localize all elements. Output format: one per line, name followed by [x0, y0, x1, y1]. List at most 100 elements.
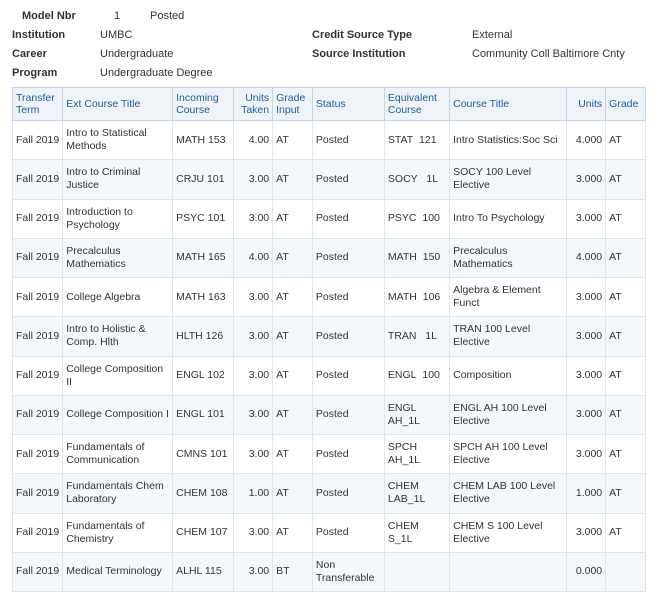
table-row: Fall 2019Intro to Criminal JusticeCRJU 1…: [13, 160, 646, 199]
table-row: Fall 2019Medical TerminologyALHL 1153.00…: [13, 552, 646, 591]
cell-ext-title: College Algebra: [63, 278, 173, 317]
cell-equiv: TRAN 1L: [384, 317, 449, 356]
cell-ext-title: Intro to Statistical Methods: [63, 121, 173, 160]
transfer-credit-table: Transfer Term Ext Course Title Incoming …: [12, 87, 646, 592]
cell-term: Fall 2019: [13, 238, 63, 277]
cell-units-taken: 3.00: [233, 356, 273, 395]
career-value: Undergraduate: [100, 46, 173, 62]
program-label: Program: [12, 65, 100, 81]
cell-units-taken: 3.00: [233, 278, 273, 317]
cell-equiv: ENGL 100: [384, 356, 449, 395]
table-row: Fall 2019College Composition IIENGL 1023…: [13, 356, 646, 395]
table-row: Fall 2019Fundamentals of CommunicationCM…: [13, 435, 646, 474]
cell-units: 3.000: [566, 278, 606, 317]
cell-ext-title: Fundamentals of Communication: [63, 435, 173, 474]
cell-equiv: MATH 106: [384, 278, 449, 317]
col-header-units[interactable]: Units: [566, 88, 606, 121]
cell-grade-input: AT: [273, 278, 313, 317]
cell-incoming: MATH 165: [173, 238, 233, 277]
cell-term: Fall 2019: [13, 552, 63, 591]
cell-grade: AT: [606, 395, 646, 434]
table-row: Fall 2019College Composition IENGL 1013.…: [13, 395, 646, 434]
cell-equiv: STAT 121: [384, 121, 449, 160]
cell-status: Posted: [312, 474, 384, 513]
col-header-grade[interactable]: Grade: [606, 88, 646, 121]
cell-ext-title: College Composition II: [63, 356, 173, 395]
cell-course-title: Intro Statistics:Soc Sci: [450, 121, 566, 160]
cell-term: Fall 2019: [13, 395, 63, 434]
cell-grade: AT: [606, 356, 646, 395]
cell-equiv: SPCH AH_1L: [384, 435, 449, 474]
header-row-career: Career Undergraduate Source Institution …: [12, 46, 646, 62]
cell-term: Fall 2019: [13, 356, 63, 395]
cell-course-title: Precalculus Mathematics: [450, 238, 566, 277]
table-row: Fall 2019Intro to Holistic & Comp. HlthH…: [13, 317, 646, 356]
cell-incoming: CMNS 101: [173, 435, 233, 474]
credit-source-label: Credit Source Type: [312, 27, 472, 43]
cell-equiv: [384, 552, 449, 591]
cell-grade: AT: [606, 278, 646, 317]
header-section: Model Nbr 1 Posted Institution UMBC Cred…: [12, 8, 646, 81]
cell-status: Posted: [312, 278, 384, 317]
cell-units-taken: 4.00: [233, 238, 273, 277]
cell-status: Posted: [312, 435, 384, 474]
cell-term: Fall 2019: [13, 278, 63, 317]
cell-incoming: ENGL 102: [173, 356, 233, 395]
cell-equiv: SOCY 1L: [384, 160, 449, 199]
cell-course-title: SPCH AH 100 Level Elective: [450, 435, 566, 474]
cell-course-title: TRAN 100 Level Elective: [450, 317, 566, 356]
col-header-equiv[interactable]: Equivalent Course: [384, 88, 449, 121]
cell-status: Posted: [312, 395, 384, 434]
cell-units: 3.000: [566, 160, 606, 199]
cell-incoming: MATH 163: [173, 278, 233, 317]
cell-units-taken: 3.00: [233, 552, 273, 591]
program-value: Undergraduate Degree: [100, 65, 213, 81]
cell-grade-input: AT: [273, 238, 313, 277]
cell-units-taken: 3.00: [233, 317, 273, 356]
cell-units: 4.000: [566, 238, 606, 277]
cell-units-taken: 3.00: [233, 160, 273, 199]
cell-grade-input: AT: [273, 395, 313, 434]
cell-grade-input: AT: [273, 121, 313, 160]
cell-term: Fall 2019: [13, 474, 63, 513]
model-nbr-label: Model Nbr: [12, 8, 100, 24]
cell-course-title: ENGL AH 100 Level Elective: [450, 395, 566, 434]
institution-value: UMBC: [100, 27, 132, 43]
cell-grade: AT: [606, 435, 646, 474]
cell-grade-input: AT: [273, 317, 313, 356]
source-inst-label: Source Institution: [312, 46, 472, 62]
col-header-incoming[interactable]: Incoming Course: [173, 88, 233, 121]
cell-ext-title: Intro to Criminal Justice: [63, 160, 173, 199]
cell-grade: AT: [606, 121, 646, 160]
col-header-status[interactable]: Status: [312, 88, 384, 121]
institution-label: Institution: [12, 27, 100, 43]
cell-units: 0.000: [566, 552, 606, 591]
col-header-course-title[interactable]: Course Title: [450, 88, 566, 121]
cell-term: Fall 2019: [13, 160, 63, 199]
model-nbr-value: 1: [100, 8, 150, 24]
cell-equiv: CHEM LAB_1L: [384, 474, 449, 513]
table-row: Fall 2019Intro to Statistical MethodsMAT…: [13, 121, 646, 160]
model-nbr-status: Posted: [150, 8, 184, 24]
cell-status: Posted: [312, 121, 384, 160]
cell-ext-title: Medical Terminology: [63, 552, 173, 591]
cell-status: Posted: [312, 160, 384, 199]
cell-units: 3.000: [566, 435, 606, 474]
col-header-ext-title[interactable]: Ext Course Title: [63, 88, 173, 121]
cell-ext-title: Fundamentals Chem Laboratory: [63, 474, 173, 513]
cell-incoming: MATH 153: [173, 121, 233, 160]
cell-equiv: MATH 150: [384, 238, 449, 277]
cell-term: Fall 2019: [13, 435, 63, 474]
cell-incoming: HLTH 126: [173, 317, 233, 356]
cell-units-taken: 1.00: [233, 474, 273, 513]
cell-ext-title: College Composition I: [63, 395, 173, 434]
col-header-grade-input[interactable]: Grade Input: [273, 88, 313, 121]
col-header-units-taken[interactable]: Units Taken: [233, 88, 273, 121]
cell-grade: AT: [606, 160, 646, 199]
cell-equiv: ENGL AH_1L: [384, 395, 449, 434]
cell-course-title: [450, 552, 566, 591]
cell-units-taken: 3.00: [233, 395, 273, 434]
cell-grade-input: AT: [273, 435, 313, 474]
col-header-term[interactable]: Transfer Term: [13, 88, 63, 121]
cell-course-title: Composition: [450, 356, 566, 395]
